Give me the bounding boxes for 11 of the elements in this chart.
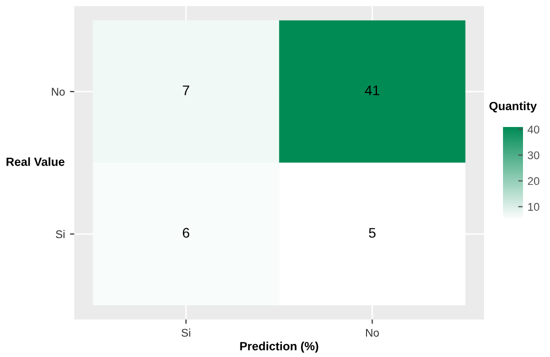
color-bar-title: Quantity xyxy=(489,102,537,113)
data-label: 6 xyxy=(182,228,190,238)
color-bar-label: 30 xyxy=(528,151,540,160)
color-bar-label: 40 xyxy=(528,126,540,134)
data-label: 5 xyxy=(368,228,376,238)
color-bar-label: 20 xyxy=(528,177,540,186)
x-axis-title: Prediction (%) xyxy=(240,342,318,353)
data-label: 41 xyxy=(364,86,380,96)
y-axis-title: Real Value xyxy=(6,157,64,166)
data-label: 7 xyxy=(182,86,190,96)
color-bar-label: 10 xyxy=(528,202,540,211)
